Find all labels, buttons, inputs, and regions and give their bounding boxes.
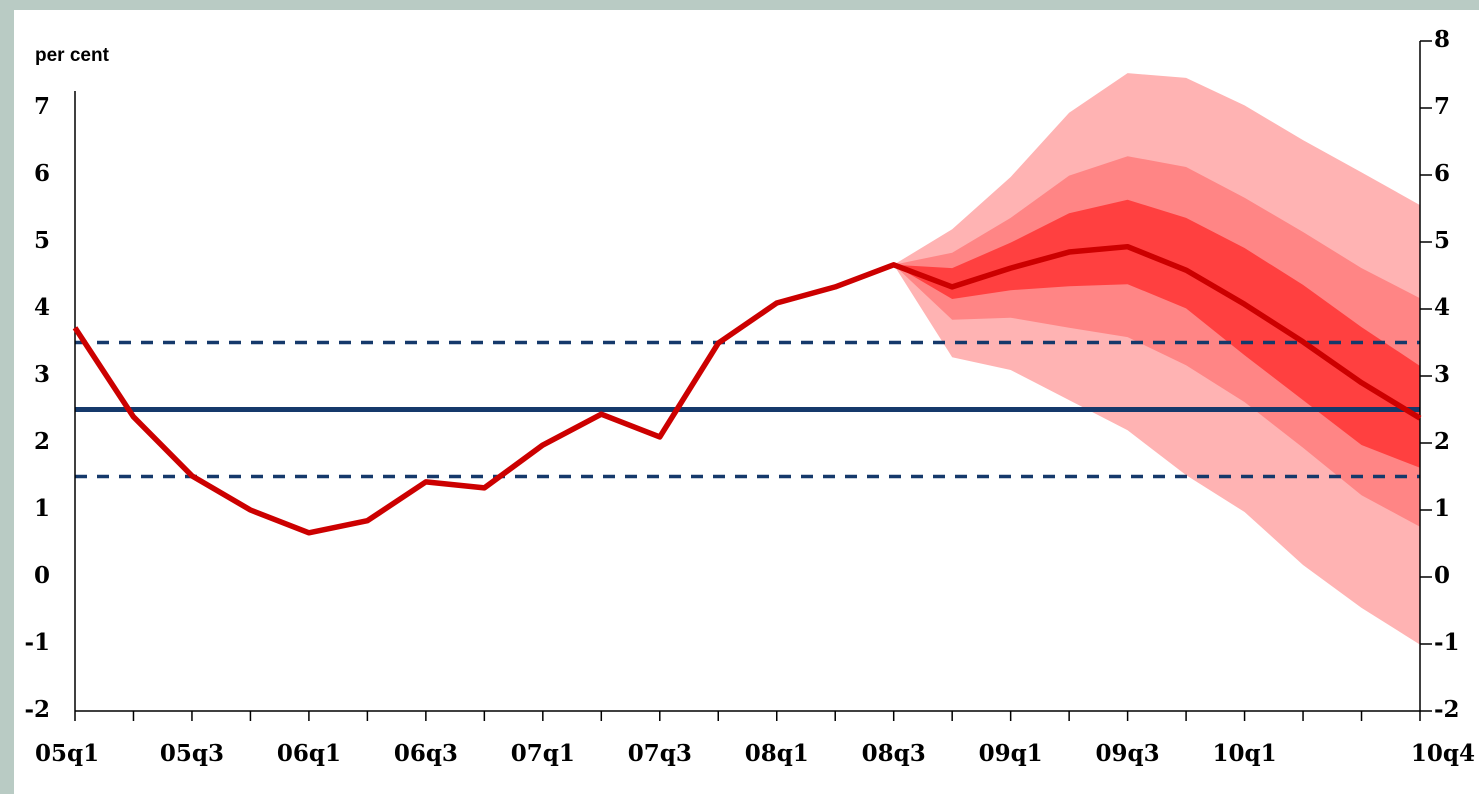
x-tick-label: 07q1 xyxy=(511,740,575,767)
y2-tick-label: 2 xyxy=(1434,428,1450,455)
y-tick-label: 6 xyxy=(34,160,50,187)
x-tick-label: 10q1 xyxy=(1213,740,1277,767)
y-tick-label: 4 xyxy=(34,294,50,321)
y2-tick-label: 8 xyxy=(1434,26,1450,53)
y2-tick-label: 5 xyxy=(1434,227,1450,254)
y-tick-label: 3 xyxy=(34,361,50,388)
line-series xyxy=(72,243,1422,536)
x-tick-label: 06q1 xyxy=(277,740,341,767)
y-tick-label: 2 xyxy=(34,428,50,455)
x-tick-label: 08q3 xyxy=(862,740,926,767)
y2-tick-label: 3 xyxy=(1434,361,1450,388)
x-tick-label: 10q4 xyxy=(1411,740,1475,767)
y2-tick-label: 4 xyxy=(1434,294,1450,321)
y-tick-label: 0 xyxy=(34,562,50,589)
x-tick-label: 09q3 xyxy=(1096,740,1160,767)
x-tick-label: 09q1 xyxy=(979,740,1043,767)
y2-tick-label: -2 xyxy=(1434,696,1460,723)
y2-tick-label: 1 xyxy=(1434,495,1450,522)
x-tick-label: 07q3 xyxy=(628,740,692,767)
y2-tick-label: 0 xyxy=(1434,562,1450,589)
y-tick-label: 5 xyxy=(34,227,50,254)
y-tick-label: -2 xyxy=(24,696,50,723)
y-tick-label: -1 xyxy=(24,629,50,656)
y-tick-label: 1 xyxy=(34,495,50,522)
y-tick-label: 7 xyxy=(34,93,50,120)
x-tick-label: 06q3 xyxy=(394,740,458,767)
y2-tick-label: 6 xyxy=(1434,160,1450,187)
x-tick-label: 08q1 xyxy=(745,740,809,767)
y2-tick-label: 7 xyxy=(1434,93,1450,120)
x-tick-label: 05q3 xyxy=(160,740,224,767)
y2-tick-label: -1 xyxy=(1434,629,1460,656)
y-axis-label: per cent xyxy=(35,45,110,66)
x-tick-label: 05q1 xyxy=(35,740,99,767)
